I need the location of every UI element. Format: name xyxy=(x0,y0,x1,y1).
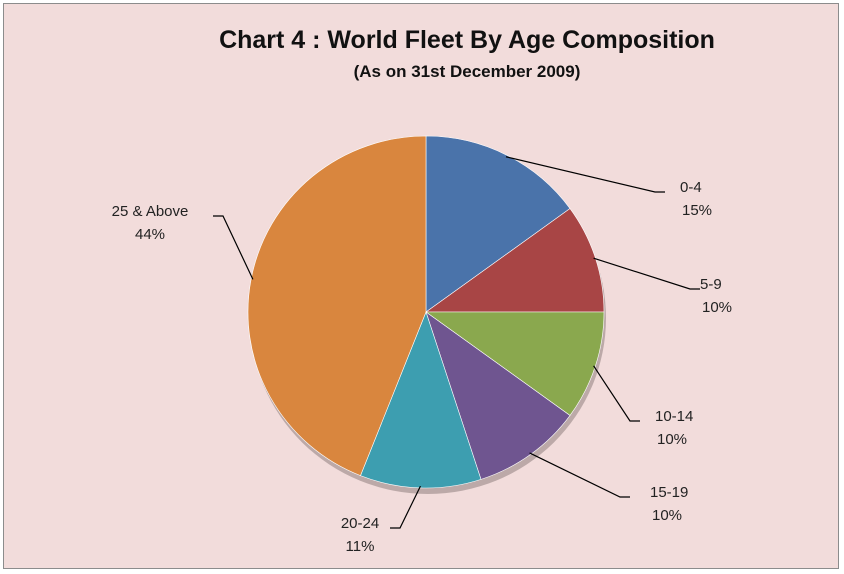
chart-title: Chart 4 : World Fleet By Age Composition xyxy=(219,26,715,54)
slice-label: 0-4 xyxy=(680,179,702,196)
slice-percent-label: 11% xyxy=(346,538,375,555)
pie-slice-20-24 xyxy=(360,311,482,489)
slice-label: 25 & Above xyxy=(112,203,189,220)
leader-line xyxy=(213,215,254,280)
slice-label: 20-24 xyxy=(341,515,379,532)
slice-label: 5-9 xyxy=(700,276,722,293)
leader-line xyxy=(593,257,700,290)
slice-label: 10-14 xyxy=(655,408,693,425)
pie-slice-10-14 xyxy=(425,311,605,416)
slice-percent-label: 15% xyxy=(682,202,712,219)
slice-percent-label: 10% xyxy=(652,507,682,524)
chart-subtitle: (As on 31st December 2009) xyxy=(353,62,581,81)
pie-slice-5-9 xyxy=(425,208,605,313)
leader-line xyxy=(390,485,422,529)
leader-line xyxy=(505,156,665,193)
pie-slice-25-above xyxy=(247,135,427,477)
slice-percent-label: 44% xyxy=(135,226,165,243)
pie-slice-15-19 xyxy=(425,311,571,480)
leader-line xyxy=(593,365,640,422)
slice-label: 15-19 xyxy=(650,484,688,501)
slice-percent-label: 10% xyxy=(702,299,732,316)
leader-line xyxy=(529,452,630,498)
slice-percent-label: 10% xyxy=(657,431,687,448)
pie-slice-0-4 xyxy=(425,135,571,313)
